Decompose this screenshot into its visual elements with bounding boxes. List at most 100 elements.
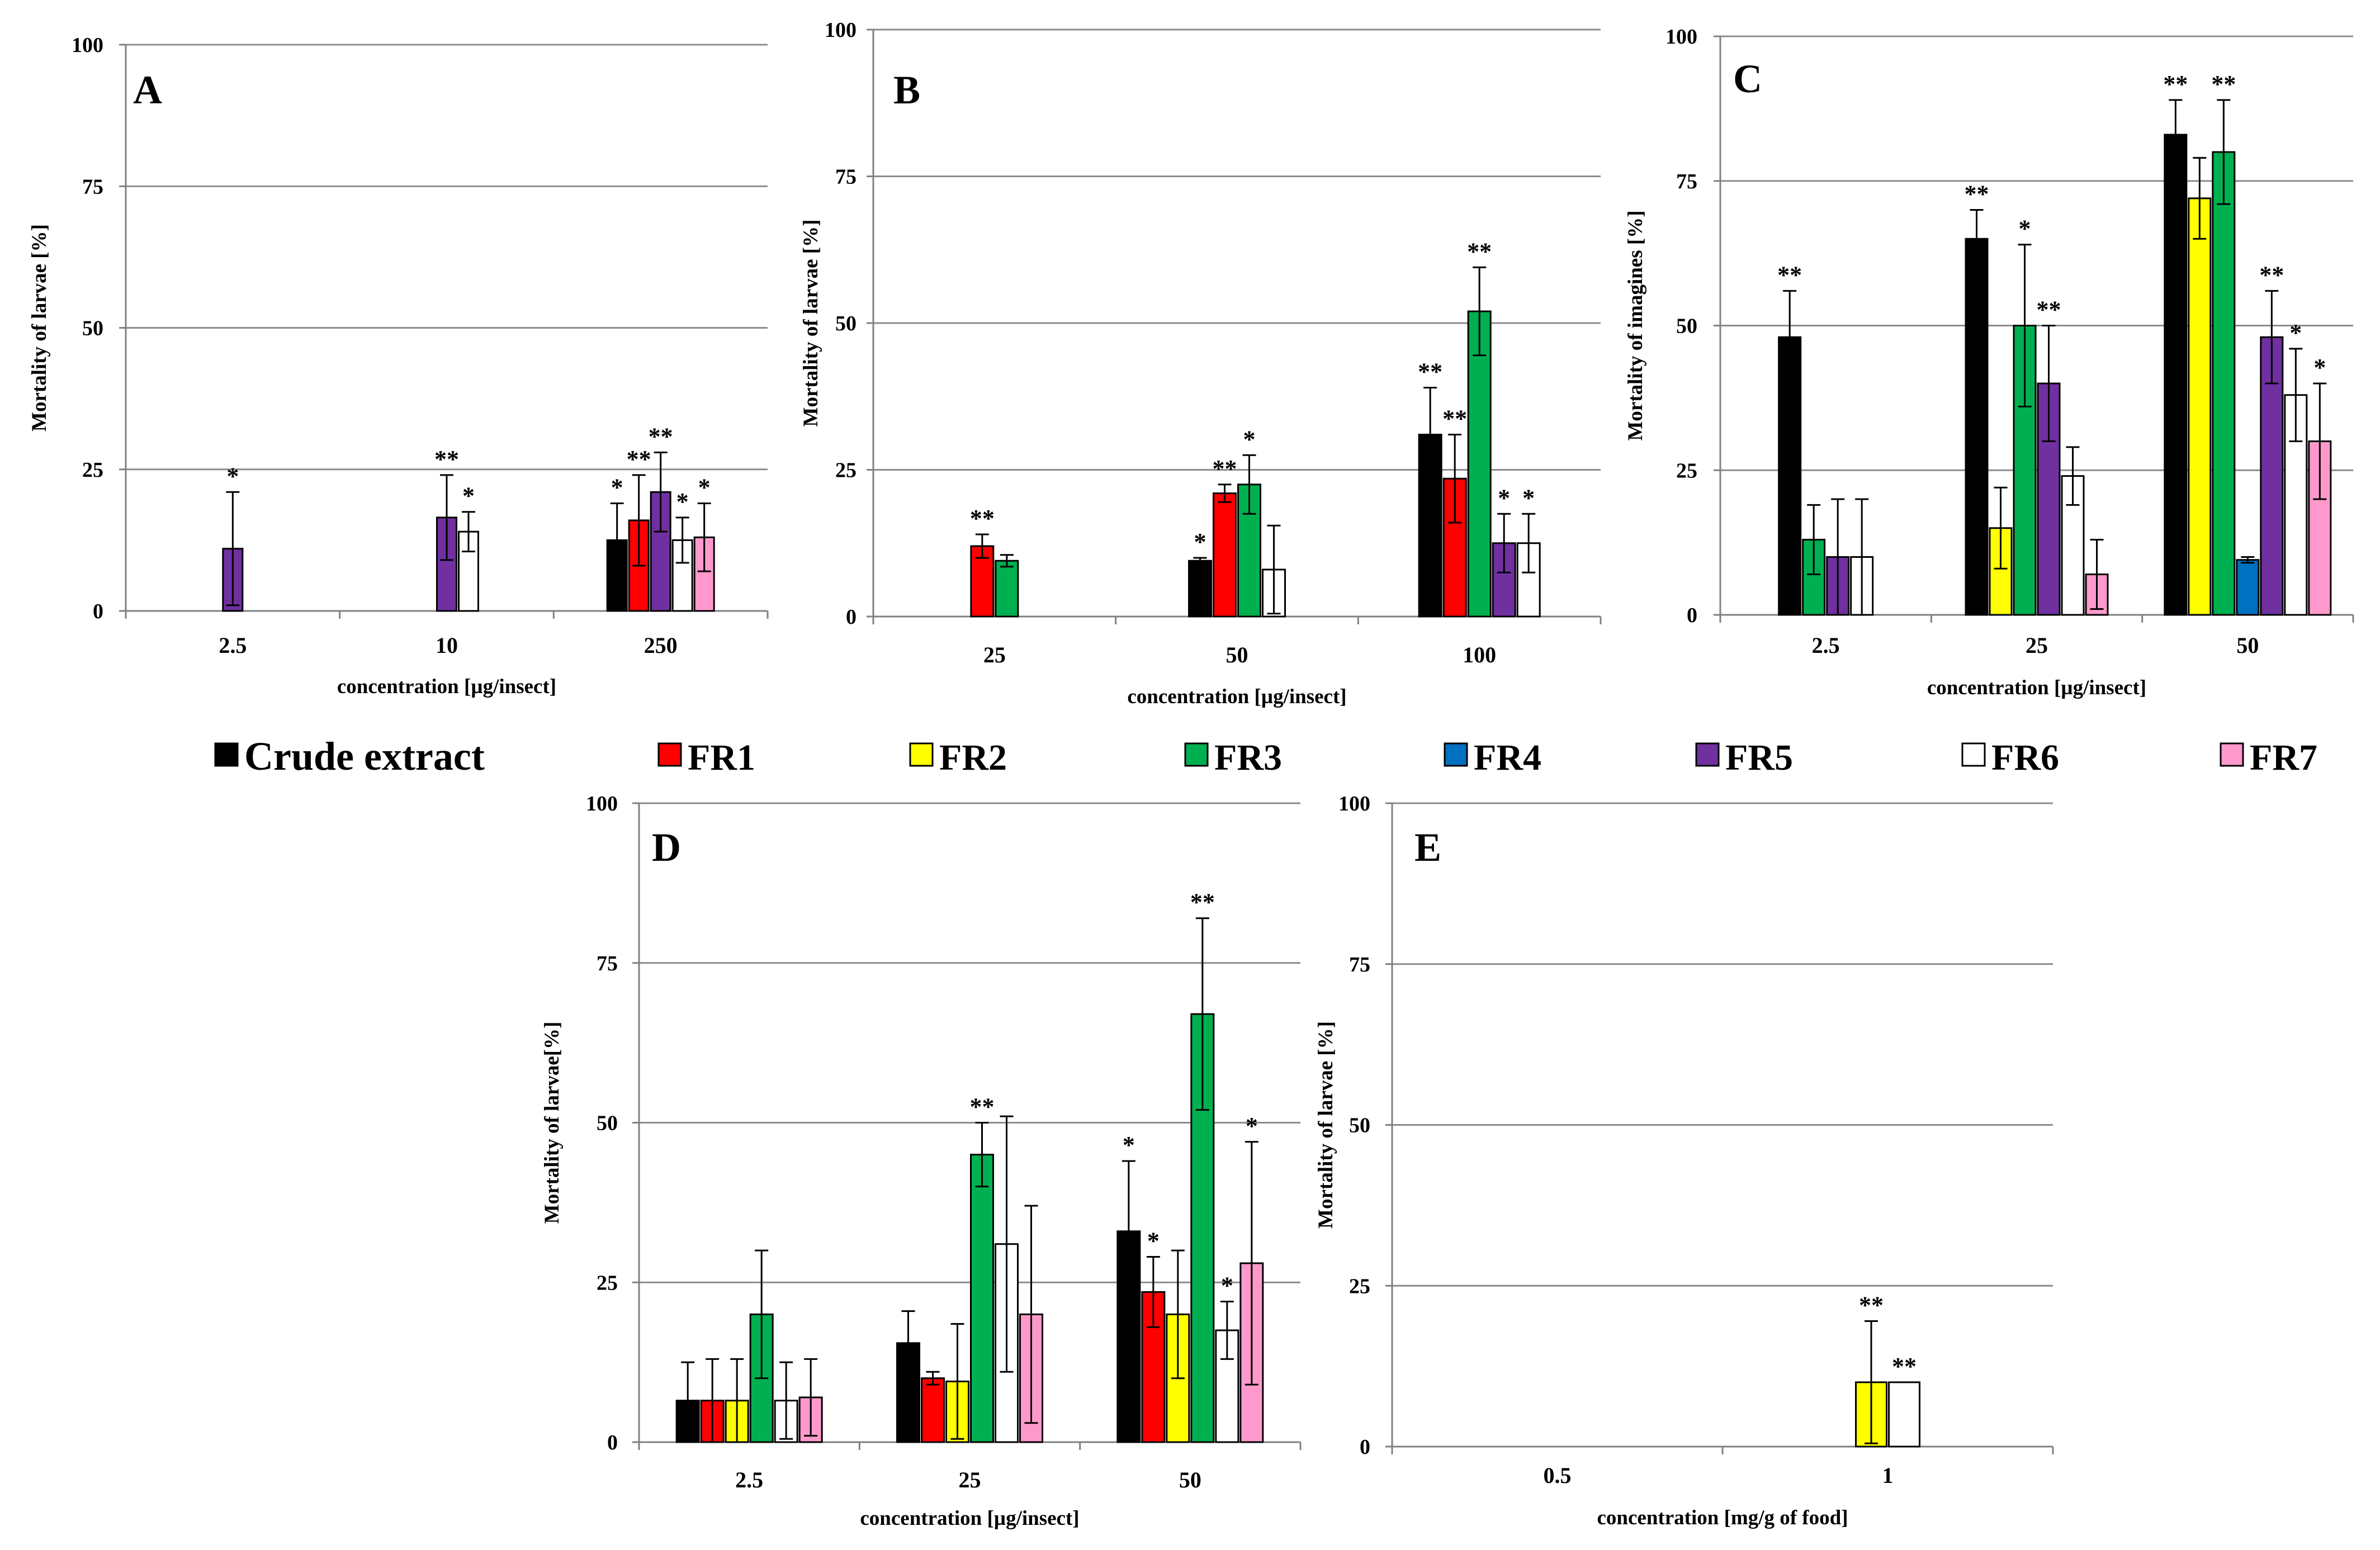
legend-label: FR2 bbox=[939, 737, 1007, 778]
significance-label: ** bbox=[1467, 238, 1492, 265]
significance-label: ** bbox=[1213, 455, 1237, 482]
y-axis-title: Mortality of larvae[%] bbox=[541, 1022, 564, 1224]
legend-label: FR6 bbox=[1991, 737, 2059, 778]
panel-letter: A bbox=[133, 68, 162, 112]
y-tick-label: 100 bbox=[586, 792, 618, 816]
x-tick-label: 10 bbox=[436, 633, 458, 658]
x-tick-label: 2.5 bbox=[219, 633, 247, 658]
bar-b-100-fr3 bbox=[1467, 310, 1492, 618]
panel-letter: D bbox=[652, 825, 681, 870]
bar-b-50-crude-extract bbox=[1188, 560, 1212, 618]
significance-label: ** bbox=[1190, 889, 1215, 916]
x-tick-label: 50 bbox=[2236, 633, 2259, 658]
significance-label: ** bbox=[1892, 1353, 1917, 1380]
y-tick-label: 50 bbox=[82, 317, 103, 340]
x-axis-title: concentration [µg/insect] bbox=[1927, 676, 2146, 699]
y-tick-label: 0 bbox=[846, 605, 857, 629]
legend-item-crude-extract: Crude extract bbox=[214, 734, 485, 779]
y-tick-label: 25 bbox=[835, 459, 857, 482]
bar-c-50-fr4 bbox=[2236, 559, 2260, 616]
y-tick-label: 100 bbox=[72, 34, 103, 57]
significance-label: ** bbox=[434, 445, 459, 473]
y-tick-label: 50 bbox=[597, 1112, 618, 1135]
significance-label: ** bbox=[2163, 70, 2188, 98]
y-tick-label: 25 bbox=[597, 1271, 618, 1295]
legend-swatch bbox=[214, 742, 239, 767]
panel-letter: E bbox=[1414, 825, 1441, 870]
legend-swatch bbox=[1444, 742, 1468, 767]
significance-label: ** bbox=[1859, 1292, 1884, 1319]
significance-label: * bbox=[226, 462, 239, 490]
legend-swatch bbox=[1184, 742, 1209, 767]
bar-c-50-crude-extract bbox=[2164, 134, 2188, 616]
bar-b-25-fr3 bbox=[995, 560, 1019, 618]
legend-swatch bbox=[2220, 742, 2244, 767]
x-tick-label: 100 bbox=[1463, 642, 1496, 667]
significance-label: * bbox=[1498, 484, 1510, 511]
significance-label: * bbox=[1123, 1131, 1135, 1159]
y-tick-label: 75 bbox=[82, 175, 103, 198]
y-tick-label: 50 bbox=[1676, 315, 1697, 338]
significance-label: * bbox=[1243, 425, 1256, 453]
significance-label: ** bbox=[1418, 358, 1442, 386]
legend-item-fr1: FR1 bbox=[657, 737, 755, 778]
bar-b-50-fr1 bbox=[1213, 492, 1237, 618]
significance-label: ** bbox=[2259, 261, 2284, 288]
legend-label: FR4 bbox=[1474, 737, 1541, 778]
y-tick-label: 75 bbox=[1349, 953, 1370, 977]
y-tick-label: 75 bbox=[835, 165, 857, 189]
bar-e-1-fr6 bbox=[1888, 1381, 1920, 1448]
legend-item-fr3: FR3 bbox=[1184, 737, 1282, 778]
y-tick-label: 0 bbox=[1360, 1435, 1370, 1459]
y-tick-label: 25 bbox=[1676, 459, 1697, 482]
y-tick-label: 50 bbox=[835, 312, 857, 335]
legend-label: FR7 bbox=[2250, 737, 2317, 778]
y-axis-title: Mortality of larvae [%] bbox=[1314, 1021, 1337, 1229]
y-tick-label: 75 bbox=[1676, 170, 1697, 193]
legend-item-fr7: FR7 bbox=[2220, 737, 2317, 778]
bar-c-25-fr2 bbox=[1989, 527, 2013, 616]
y-tick-label: 0 bbox=[1687, 604, 1697, 627]
x-tick-label: 25 bbox=[983, 642, 1006, 667]
significance-label: * bbox=[2019, 215, 2031, 243]
x-tick-label: 50 bbox=[1226, 642, 1248, 667]
y-tick-label: 0 bbox=[607, 1431, 618, 1454]
legend-item-fr6: FR6 bbox=[1961, 737, 2059, 778]
legend-item-fr4: FR4 bbox=[1444, 737, 1541, 778]
x-tick-label: 2.5 bbox=[735, 1467, 763, 1492]
legend-swatch bbox=[1961, 742, 1986, 767]
significance-label: ** bbox=[2211, 70, 2236, 98]
significance-label: * bbox=[2289, 319, 2302, 347]
x-tick-label: 1 bbox=[1882, 1463, 1894, 1488]
significance-label: * bbox=[1147, 1227, 1160, 1255]
legend-swatch bbox=[657, 742, 682, 767]
x-axis-title: concentration [µg/insect] bbox=[1127, 685, 1346, 708]
significance-label: * bbox=[698, 474, 711, 501]
bar-c-25-crude-extract bbox=[1965, 238, 1989, 616]
x-tick-label: 25 bbox=[959, 1467, 981, 1492]
y-tick-label: 100 bbox=[1338, 792, 1370, 816]
bar-c-50-fr2 bbox=[2188, 197, 2212, 616]
y-tick-label: 75 bbox=[597, 952, 618, 975]
panel-letter: B bbox=[893, 68, 920, 112]
panel-letter: C bbox=[1733, 56, 1762, 101]
x-tick-label: 0.5 bbox=[1544, 1463, 1572, 1488]
y-tick-label: 25 bbox=[1349, 1274, 1370, 1298]
significance-label: * bbox=[2313, 354, 2326, 381]
significance-label: ** bbox=[649, 423, 673, 450]
legend-label: FR5 bbox=[1725, 737, 1793, 778]
legend-item-fr5: FR5 bbox=[1695, 737, 1793, 778]
x-axis-title: concentration [µg/insect] bbox=[337, 675, 556, 698]
legend-label: FR3 bbox=[1214, 737, 1282, 778]
y-tick-label: 0 bbox=[93, 600, 103, 623]
y-tick-label: 100 bbox=[1665, 25, 1697, 49]
significance-label: ** bbox=[970, 505, 995, 532]
significance-label: * bbox=[1522, 484, 1535, 511]
legend: Crude extract FR1 FR2 FR3 FR4 FR5 FR6 FR7 bbox=[214, 734, 2317, 779]
legend-label: Crude extract bbox=[244, 734, 485, 779]
y-axis-title: Mortality of larvae [%] bbox=[28, 224, 51, 432]
x-tick-label: 50 bbox=[1179, 1467, 1201, 1492]
